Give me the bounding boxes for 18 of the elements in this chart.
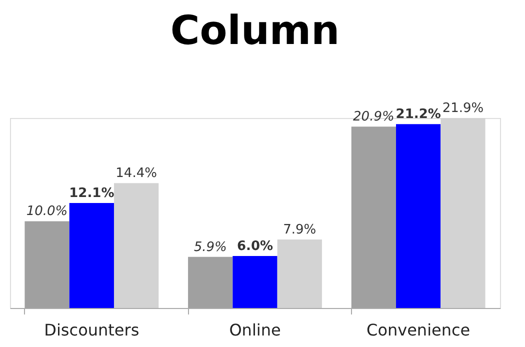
bar [232, 256, 278, 308]
chart-title: Column [170, 8, 340, 54]
x-tick-label: Discounters [44, 320, 140, 340]
data-label: 20.9% [353, 110, 394, 125]
data-label: 12.1% [69, 186, 114, 202]
data-label: 5.9% [194, 240, 227, 255]
bar [277, 239, 322, 308]
data-label: 21.9% [442, 101, 484, 116]
data-label: 10.0% [26, 204, 68, 220]
data-label: 14.4% [116, 166, 157, 182]
x-tick-label: Online [229, 320, 281, 340]
x-tick-label: Convenience [366, 320, 470, 340]
data-label: 21.2% [396, 107, 441, 122]
data-label: 7.9% [283, 222, 316, 238]
bar [396, 124, 441, 308]
bar [69, 203, 114, 308]
data-label: 6.0% [236, 238, 274, 254]
bar [114, 183, 159, 308]
